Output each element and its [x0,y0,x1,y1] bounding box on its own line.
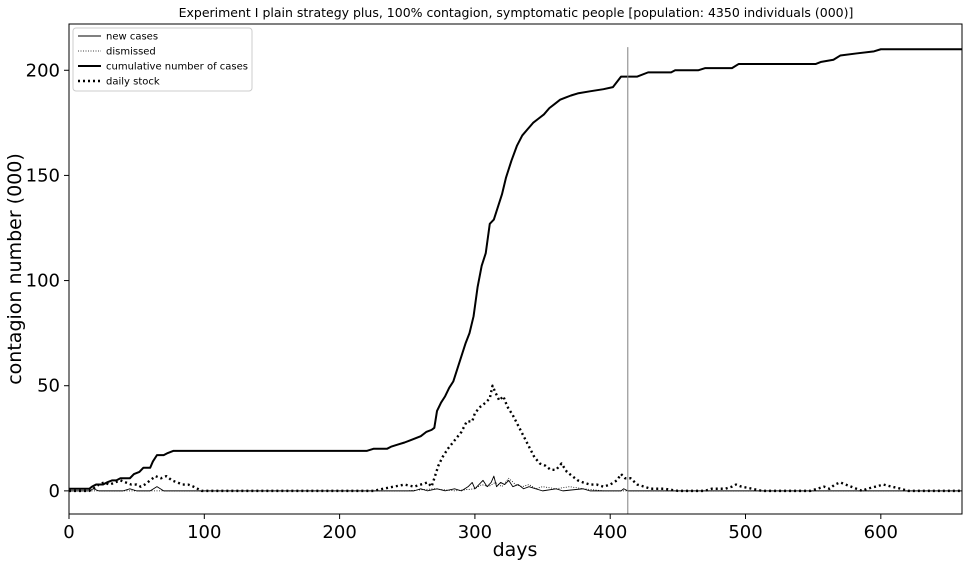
legend: new cases dismissed cumulative number of c… [72,27,253,92]
series-line-cumulative-number-of-cases [69,48,962,490]
y-axis: 0 50 100 150 200 [26,60,69,502]
y-tick-label: 150 [26,165,60,186]
x-tick-label: 300 [458,522,492,543]
plot-area-frame [68,23,963,515]
x-tick-label: 400 [593,522,627,543]
legend-box [72,27,253,92]
legend-label-daily-stock: daily stock [106,77,160,88]
series-layer [69,48,962,493]
y-tick-label: 200 [26,60,60,81]
series-line-dismissed [69,477,962,492]
x-axis-title: days [493,539,538,561]
legend-label-cumulative-number-of-cases: cumulative number of cases [106,62,248,73]
x-tick-label: 600 [864,522,898,543]
y-tick-label: 0 [49,481,60,502]
chart-title: Experiment I plain strategy plus, 100% c… [179,5,854,20]
x-tick-label: 0 [63,522,74,543]
x-axis: 0 100 200 300 400 500 600 [63,514,898,543]
legend-label-dismissed: dismissed [106,47,156,58]
series-line-new-cases [69,475,962,492]
x-tick-label: 200 [322,522,356,543]
x-tick-label: 100 [187,522,221,543]
legend-label-new-cases: new cases [106,32,158,43]
x-tick-label: 500 [728,522,762,543]
y-axis-title: contagion number (000) [4,153,26,385]
series-line-daily-stock [69,384,962,493]
y-tick-label: 100 [26,271,60,292]
y-tick-label: 50 [37,376,60,397]
